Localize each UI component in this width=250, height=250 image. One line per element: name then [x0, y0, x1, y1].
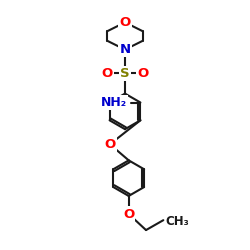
Text: O: O	[137, 66, 148, 80]
Text: O: O	[120, 16, 130, 29]
Text: O: O	[123, 208, 134, 220]
Text: O: O	[102, 66, 113, 80]
Text: NH₂: NH₂	[101, 96, 127, 109]
Text: CH₃: CH₃	[165, 215, 189, 228]
Text: N: N	[120, 43, 130, 56]
Text: S: S	[120, 66, 130, 80]
Text: O: O	[104, 138, 116, 151]
